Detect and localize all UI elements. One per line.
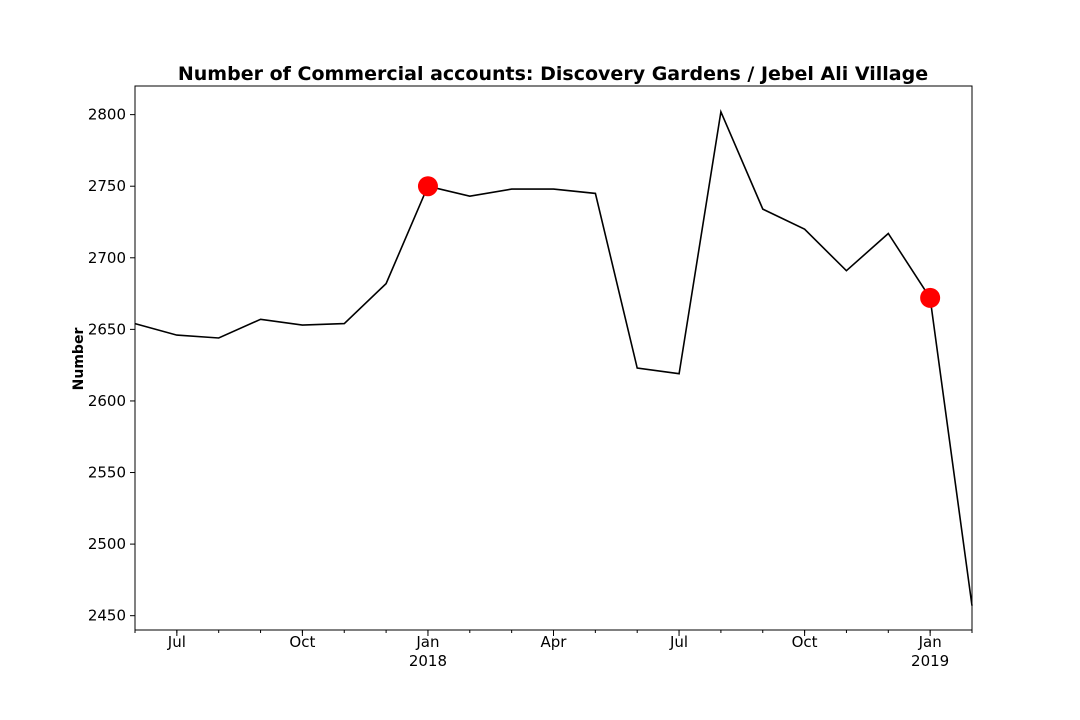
x-tick-label: Oct: [289, 633, 315, 651]
x-tick-label: Jul: [669, 633, 688, 651]
x-tick-label: Jan: [918, 633, 942, 651]
plot-area-frame: [134, 85, 973, 631]
x-tick-year-label: 2018: [409, 652, 447, 670]
x-axis-minor-ticks: [134, 630, 973, 633]
y-axis: 2450 2500 2550 2600 2650 2700 2750 2800: [88, 106, 135, 625]
x-tick-label: Apr: [541, 633, 568, 651]
x-tick-label: Jan: [415, 633, 439, 651]
x-tick-label: Oct: [792, 633, 818, 651]
highlight-point: [417, 176, 438, 197]
y-tick-label: 2450: [88, 607, 126, 625]
x-tick-label: Jul: [167, 633, 186, 651]
y-tick-label: 2600: [88, 392, 126, 410]
y-tick-label: 2800: [88, 106, 126, 124]
chart-title: Number of Commercial accounts: Discovery…: [178, 63, 928, 85]
y-tick-label: 2650: [88, 320, 126, 338]
highlight-point: [920, 287, 941, 308]
y-tick-label: 2550: [88, 464, 126, 482]
y-tick-label: 2750: [88, 177, 126, 195]
x-tick-year-label: 2019: [911, 652, 949, 670]
y-axis-label: Number: [71, 328, 87, 391]
series-line: [134, 108, 973, 606]
y-tick-label: 2500: [88, 535, 126, 553]
highlight-points: [417, 176, 941, 308]
y-tick-label: 2700: [88, 249, 126, 267]
